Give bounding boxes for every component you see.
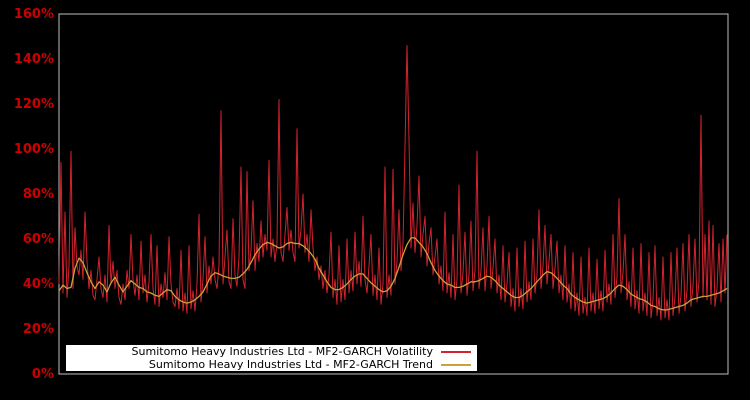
legend-label-volatility: Sumitomo Heavy Industries Ltd - MF2-GARC…: [131, 345, 433, 358]
legend-item-volatility: Sumitomo Heavy Industries Ltd - MF2-GARC…: [66, 345, 477, 358]
y-tick-label: 40%: [22, 276, 54, 292]
y-tick-label: 100%: [13, 141, 54, 157]
series-line-trend: [58, 237, 728, 311]
y-tick-label: 120%: [13, 96, 54, 112]
y-tick-label: 160%: [13, 6, 54, 22]
y-tick-label: 80%: [22, 186, 54, 202]
legend-item-trend: Sumitomo Heavy Industries Ltd - MF2-GARC…: [66, 358, 477, 371]
series-line-volatility: [58, 45, 728, 321]
legend-line-volatility: [441, 350, 471, 353]
legend-line-trend: [441, 363, 471, 366]
chart-legend: Sumitomo Heavy Industries Ltd - MF2-GARC…: [66, 345, 477, 371]
y-tick-label: 20%: [22, 321, 54, 337]
legend-label-trend: Sumitomo Heavy Industries Ltd - MF2-GARC…: [148, 358, 433, 371]
y-tick-label: 0%: [31, 366, 54, 382]
y-tick-label: 140%: [13, 51, 54, 67]
plot-border: [58, 13, 729, 375]
y-tick-label: 60%: [22, 231, 54, 247]
